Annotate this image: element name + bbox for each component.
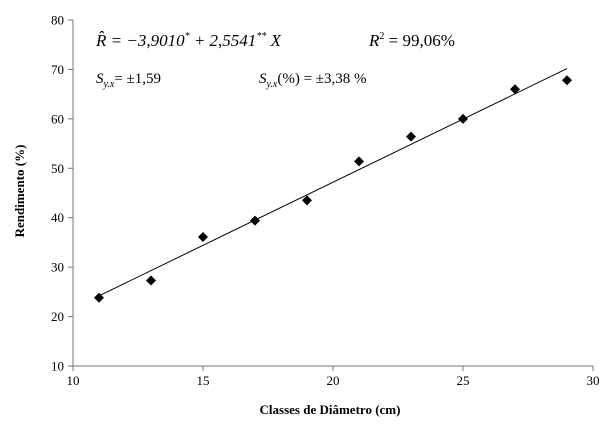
y-tick-label: 40 [51,210,64,225]
syx-statistic: Sy.x= ±1,59 [96,71,161,90]
r2-sup: 2 [379,31,384,42]
x-axis-title: Classes de Diâmetro (cm) [260,402,401,417]
syx-percent-statistic: Sy.x(%) = ±3,38 % [259,71,367,90]
syx-sub: y.x [103,79,115,90]
y-axis-title: Rendimento (%) [12,145,27,238]
y-tick-label: 60 [51,111,64,126]
syx-pct-value: (%) = ±3,38 % [277,71,366,87]
syx-pct-label: S [259,71,267,87]
y-tick-label: 70 [51,62,64,77]
equation-lhs: R̂ = −3,9010 [95,31,185,50]
data-point [562,75,572,86]
x-tick-label: 15 [197,373,210,388]
r2-value: = 99,06% [384,31,455,50]
equation-rhs: X [266,31,281,50]
data-points [94,75,572,303]
data-point [302,195,312,206]
data-point [94,292,104,303]
x-tick-label: 10 [67,373,80,388]
data-point [458,113,468,124]
equation-sup2: ** [256,31,266,42]
plot-area: 10 15 20 25 30 10 20 30 40 50 60 70 80 [51,13,600,389]
trendline [98,68,568,297]
equation-mid: + 2,5541 [190,31,257,50]
syx-label: S [96,71,104,87]
regression-equation: R̂ = −3,9010* + 2,5541** X [95,31,282,50]
x-tick-label: 30 [587,373,600,388]
data-point [146,275,156,286]
y-tick-label: 80 [51,13,64,28]
data-point [198,231,208,242]
data-point [510,84,520,95]
r2-label: R [368,31,380,50]
data-point [250,215,260,226]
x-ticks: 10 15 20 25 30 [67,366,600,388]
y-tick-label: 50 [51,161,64,176]
y-tick-label: 30 [51,260,64,275]
y-tick-label: 20 [51,309,64,324]
y-ticks: 10 20 30 40 50 60 70 80 [51,13,73,374]
x-tick-label: 20 [327,373,340,388]
r-squared: R2 = 99,06% [368,31,455,50]
x-tick-label: 25 [457,373,470,388]
syx-value: = ±1,59 [114,71,161,87]
data-point [354,156,364,167]
y-tick-label: 10 [51,359,64,374]
equation-sup1: * [185,31,190,42]
data-point [406,131,416,142]
syx-pct-sub: y.x [266,79,278,90]
